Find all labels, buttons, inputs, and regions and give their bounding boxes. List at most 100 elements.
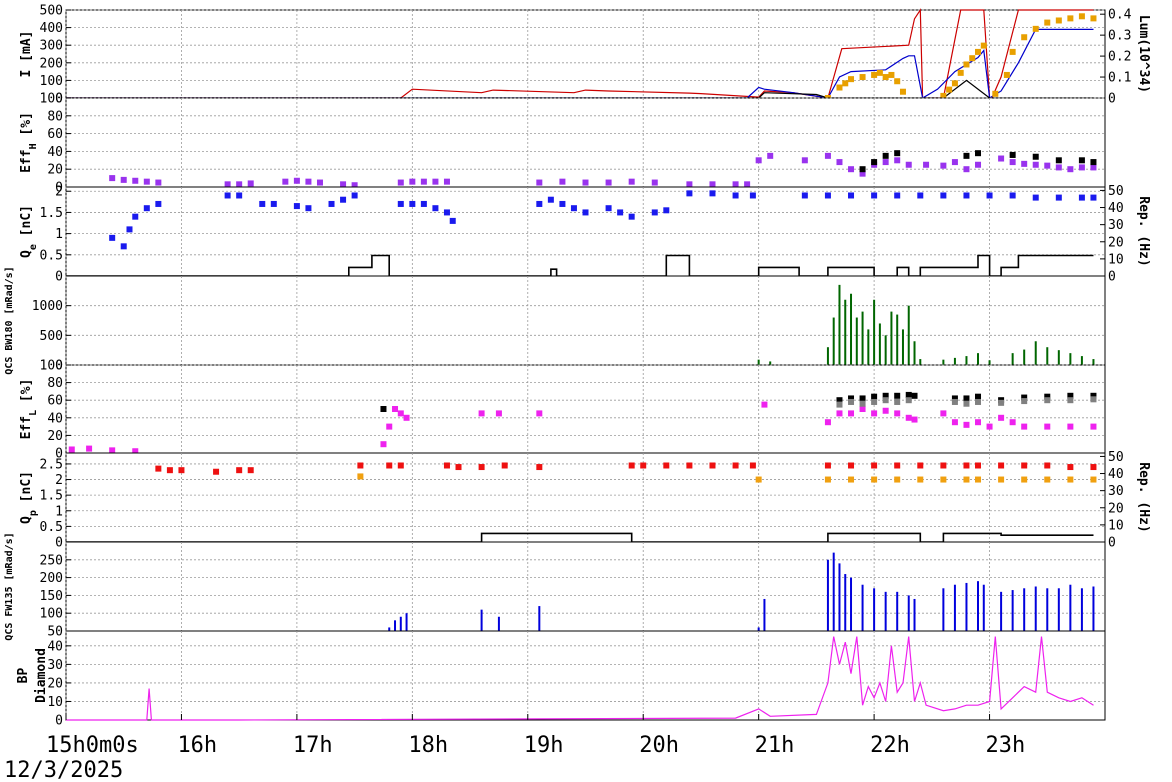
ytick-label: 20 bbox=[47, 163, 63, 178]
data-point bbox=[940, 410, 947, 417]
data-point bbox=[570, 205, 577, 212]
data-point bbox=[1044, 162, 1051, 169]
panel-frame bbox=[65, 9, 1106, 99]
data-point bbox=[871, 71, 878, 78]
data-point bbox=[749, 462, 756, 469]
ytick-label: 100 bbox=[40, 74, 63, 89]
ytick-label: 0.5 bbox=[40, 248, 63, 263]
series-bp_diamond-0 bbox=[66, 636, 1094, 721]
data-point bbox=[109, 234, 116, 241]
data-point bbox=[836, 401, 843, 408]
data-point bbox=[951, 398, 958, 405]
ytick-label: 1.5 bbox=[40, 489, 63, 504]
data-point bbox=[536, 179, 543, 186]
data-point bbox=[386, 462, 393, 469]
data-point bbox=[859, 400, 866, 407]
data-point bbox=[1021, 34, 1028, 41]
data-point bbox=[1055, 164, 1062, 171]
date-label: 12/3/2025 bbox=[4, 758, 123, 782]
data-point bbox=[882, 74, 889, 81]
data-point bbox=[1055, 17, 1062, 24]
ylabel: QCS FW135 [mRad/s] bbox=[4, 532, 15, 640]
data-point bbox=[899, 88, 906, 95]
ytick-label: 50 bbox=[47, 625, 63, 640]
ytick-label: 100 bbox=[40, 359, 63, 374]
series-line bbox=[66, 636, 1094, 721]
data-point bbox=[392, 406, 399, 412]
data-point bbox=[86, 445, 93, 452]
data-point bbox=[1021, 462, 1028, 469]
data-point bbox=[247, 180, 254, 187]
data-point bbox=[1021, 160, 1028, 167]
data-point bbox=[316, 179, 323, 186]
data-point bbox=[1067, 15, 1074, 22]
data-point bbox=[1032, 161, 1039, 168]
data-point bbox=[998, 155, 1005, 162]
data-point bbox=[663, 207, 670, 214]
panel-frame bbox=[65, 275, 1106, 366]
data-point bbox=[397, 200, 404, 207]
data-point bbox=[986, 192, 993, 199]
series-qe-0 bbox=[109, 190, 1097, 250]
data-point bbox=[940, 162, 947, 169]
data-point bbox=[155, 179, 162, 186]
data-point bbox=[409, 200, 416, 207]
ytick-label: 1000 bbox=[32, 299, 63, 314]
ytick-label: 10 bbox=[47, 695, 63, 710]
data-point bbox=[617, 209, 624, 216]
ytick-label: 0 bbox=[55, 714, 63, 729]
data-point bbox=[836, 410, 843, 417]
data-point bbox=[917, 192, 924, 199]
data-point bbox=[340, 196, 347, 203]
xtick-label: 23h bbox=[986, 733, 1026, 758]
data-point bbox=[836, 397, 843, 404]
data-point bbox=[871, 398, 878, 405]
data-point bbox=[923, 161, 930, 168]
data-point bbox=[1090, 392, 1097, 399]
data-point bbox=[1067, 166, 1074, 173]
data-point bbox=[888, 71, 895, 78]
data-point bbox=[975, 419, 982, 426]
ytick-label: 40 bbox=[47, 145, 63, 160]
data-point bbox=[605, 205, 612, 212]
data-point bbox=[293, 177, 300, 184]
data-point bbox=[882, 152, 889, 159]
data-point bbox=[1009, 159, 1016, 166]
ytick-right-label: 0 bbox=[1108, 92, 1116, 107]
data-point bbox=[709, 181, 716, 188]
data-point bbox=[236, 181, 243, 188]
data-point bbox=[1009, 419, 1016, 426]
data-point bbox=[478, 410, 485, 417]
data-point bbox=[340, 181, 347, 188]
data-point bbox=[894, 398, 901, 405]
data-point bbox=[305, 178, 312, 185]
ytick-right-label: 30 bbox=[1108, 484, 1124, 499]
ytick-right-label: 0.4 bbox=[1108, 8, 1132, 23]
data-point bbox=[836, 84, 843, 91]
data-point bbox=[351, 192, 358, 199]
data-point bbox=[443, 209, 450, 216]
panel-frame bbox=[65, 630, 1106, 721]
data-point bbox=[455, 464, 462, 471]
data-point bbox=[980, 42, 987, 49]
ytick-label: 2.5 bbox=[40, 457, 63, 472]
data-point bbox=[709, 462, 716, 469]
data-point bbox=[876, 69, 883, 76]
data-point bbox=[420, 178, 427, 185]
data-point bbox=[686, 190, 693, 197]
data-point bbox=[1067, 392, 1074, 399]
data-point bbox=[1090, 164, 1097, 171]
data-point bbox=[166, 467, 173, 474]
ytick-label: 0 bbox=[55, 270, 63, 285]
data-point bbox=[1032, 153, 1039, 160]
data-point bbox=[963, 476, 970, 483]
series-effH-1 bbox=[859, 150, 1097, 173]
data-point bbox=[963, 400, 970, 407]
ytick-label: 80 bbox=[47, 109, 63, 124]
data-point bbox=[882, 407, 889, 414]
data-point bbox=[640, 462, 647, 469]
data-point bbox=[709, 190, 716, 197]
series-qp-1 bbox=[357, 473, 1097, 483]
data-point bbox=[975, 476, 982, 483]
